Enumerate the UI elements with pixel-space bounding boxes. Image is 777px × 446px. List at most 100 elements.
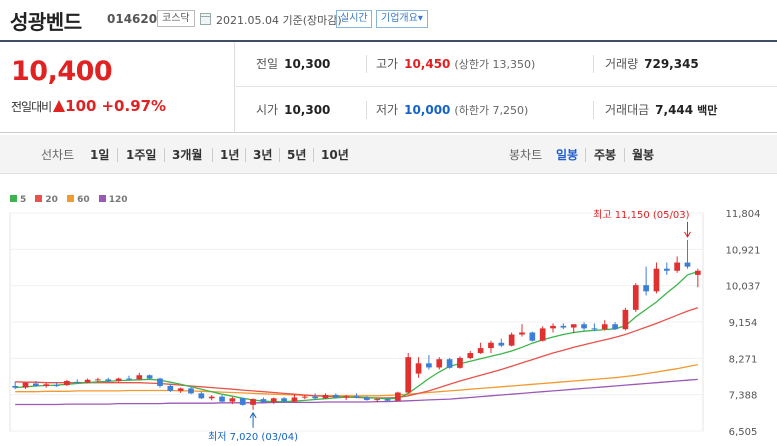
y-tick-label: 9,154	[729, 318, 758, 329]
candle-body	[332, 395, 339, 398]
candle-body	[239, 398, 246, 405]
change-amount: 100	[65, 97, 97, 115]
company-overview-button[interactable]: 기업개요▾	[376, 10, 428, 28]
company-overview-label: 기업개요	[381, 13, 418, 24]
amount-unit: 백만	[697, 104, 718, 117]
legend-swatch	[10, 195, 17, 202]
candle-body	[663, 268, 670, 271]
tab-1week[interactable]: 1주일	[126, 148, 157, 162]
open-label: 시가	[256, 103, 279, 117]
candle-body	[467, 353, 474, 358]
candle-body	[198, 393, 205, 399]
chart-period-tabs: 선차트 1일 1주일 3개월 1년 3년 5년 10년 봉차트 일봉 주봉 월봉	[0, 135, 777, 174]
candle-body	[601, 324, 608, 330]
candle-body	[508, 334, 515, 346]
candle-body	[281, 398, 287, 402]
candle-body	[560, 325, 567, 328]
candle-body	[539, 328, 546, 341]
tab-10year[interactable]: 10년	[321, 148, 349, 162]
y-tick-label: 10,037	[726, 282, 761, 293]
legend-ma60: 60	[67, 195, 90, 205]
candle-body	[457, 357, 463, 368]
candle-body	[64, 381, 70, 386]
candle-body	[74, 381, 81, 383]
candle-body	[312, 396, 318, 399]
volume-label: 거래량	[605, 57, 639, 71]
candle-body	[591, 328, 598, 330]
market-badge: 코스닥	[157, 10, 195, 27]
candle-body	[53, 385, 60, 387]
current-price: 10,400	[11, 56, 113, 87]
quote-row-2: 시가 10,300 저가 10,000 (하한가 7,250) 거래대금 7,444 백만	[236, 88, 777, 133]
candle-body	[529, 332, 536, 341]
realtime-button[interactable]: 실시간	[336, 10, 372, 28]
candle-body	[343, 396, 350, 398]
tab-5year[interactable]: 5년	[287, 148, 307, 162]
legend-label: 20	[45, 195, 58, 205]
tab-3month[interactable]: 3개월	[172, 148, 203, 162]
stock-code: 014620	[107, 12, 158, 26]
candle-body	[115, 378, 122, 382]
candle-body	[146, 375, 153, 379]
ma120-line	[15, 378, 698, 406]
candle-body	[581, 324, 587, 329]
tab-1day[interactable]: 1일	[90, 148, 110, 162]
divider	[624, 148, 625, 162]
candle-body	[395, 392, 401, 401]
tab-daily[interactable]: 일봉	[556, 148, 579, 162]
high-annotation: 최고 11,150 (05/03)	[593, 209, 689, 221]
price-change: 전일대비 100 +0.97%	[11, 97, 166, 115]
change-percent: +0.97%	[101, 97, 167, 115]
candle-body	[684, 262, 691, 267]
candle-body	[12, 385, 19, 388]
candle-body	[363, 397, 370, 400]
candle-body	[291, 397, 298, 402]
chart-legend: 5 20 60 120	[10, 195, 134, 205]
tab-weekly[interactable]: 주봉	[594, 148, 617, 162]
candle-body	[446, 359, 453, 368]
candle-body	[188, 388, 194, 394]
prev-close-value: 10,300	[284, 57, 331, 71]
chevron-down-icon: ▾	[417, 13, 423, 24]
high-price: 고가 10,450 (상한가 13,350)	[376, 42, 535, 87]
y-tick-label: 8,271	[729, 354, 758, 365]
legend-ma20: 20	[35, 195, 58, 205]
legend-ma120: 120	[98, 195, 128, 205]
trade-amount: 거래대금 7,444 백만	[605, 88, 717, 133]
tab-monthly[interactable]: 월봉	[632, 148, 655, 162]
candlestick-chart: 11,804 10,921 10,037 9,154 8,271 7,388 6,505 최고…	[9, 209, 761, 443]
high-arrowhead-icon	[684, 231, 691, 238]
legend-ma5: 5	[10, 195, 26, 205]
candle-body	[250, 399, 256, 405]
candle-body	[105, 379, 112, 382]
legend-swatch	[98, 195, 106, 202]
amount-label: 거래대금	[605, 103, 650, 117]
divider	[279, 148, 280, 162]
volume-value: 729,345	[644, 57, 699, 71]
stock-name: 성광벤드	[10, 10, 82, 34]
candle-body	[653, 268, 660, 292]
y-tick-label: 10,921	[726, 245, 761, 256]
tab-1year[interactable]: 1년	[220, 148, 240, 162]
legend-swatch	[67, 195, 75, 202]
low-price: 저가 10,000 (하한가 7,250)	[376, 88, 528, 133]
candle-body	[270, 398, 277, 403]
candle-body	[436, 359, 443, 368]
y-tick-label: 11,804	[726, 209, 761, 220]
low-arrowhead-icon	[249, 411, 257, 419]
divider	[593, 101, 594, 119]
candle-body	[519, 332, 525, 335]
candle-body	[694, 270, 701, 275]
candle-body	[643, 285, 649, 292]
line-chart-label: 선차트	[41, 148, 75, 162]
candle-body	[405, 357, 412, 393]
candle-body	[632, 285, 639, 310]
open-value: 10,300	[284, 103, 331, 117]
tab-3year[interactable]: 3년	[253, 148, 273, 162]
candle-body	[95, 379, 101, 381]
upper-limit: (상한가 13,350)	[454, 58, 536, 71]
low-label: 저가	[376, 103, 399, 117]
candle-body	[384, 399, 391, 401]
candle-body	[43, 384, 50, 386]
candle-body	[550, 325, 556, 329]
